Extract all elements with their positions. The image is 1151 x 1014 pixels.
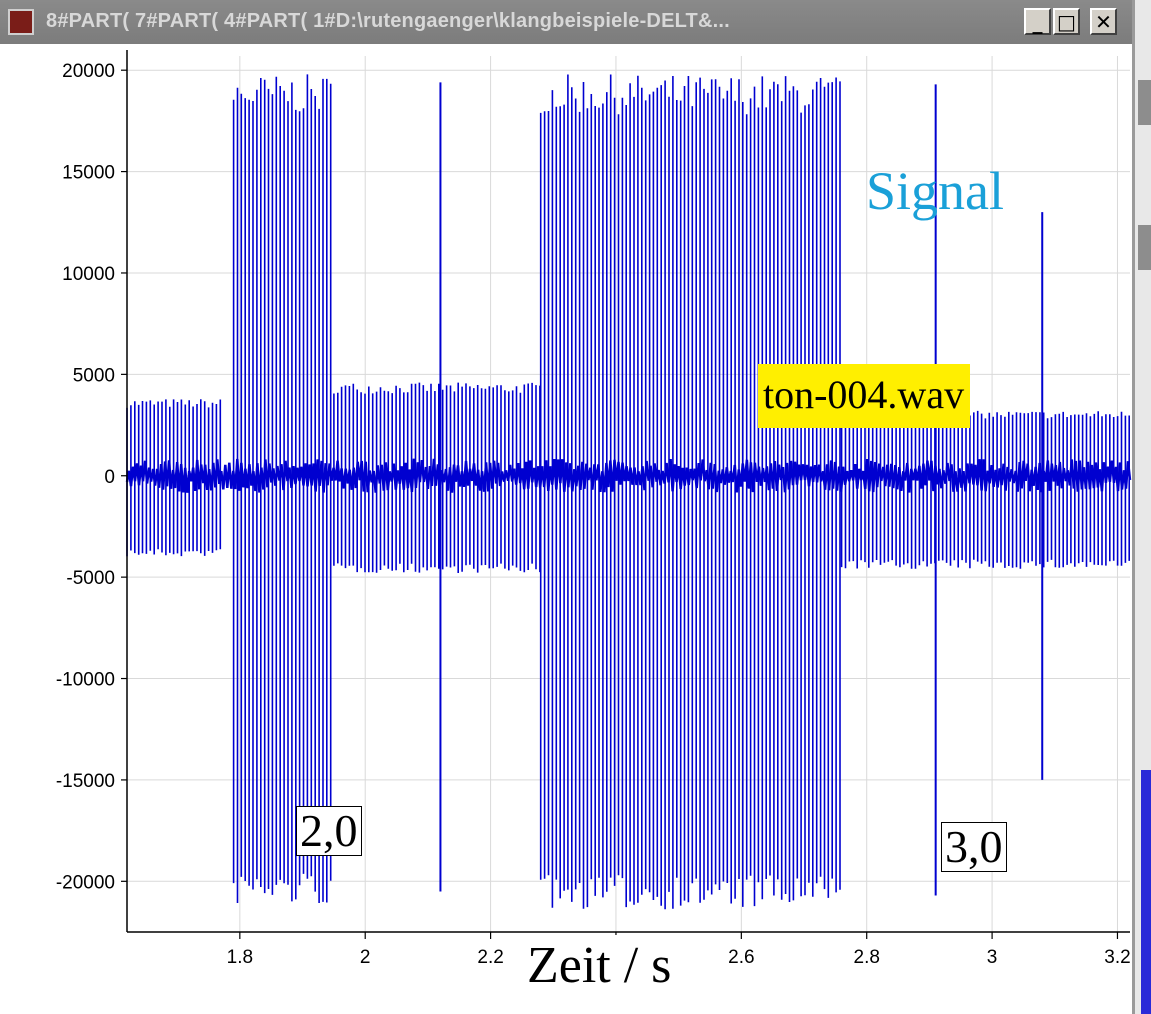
x-tick-label: 2.8 bbox=[854, 947, 880, 968]
title-bar[interactable]: 8#PART( 7#PART( 4#PART( 1#D:\rutengaenge… bbox=[0, 0, 1132, 44]
x-tick-label: 3.2 bbox=[1104, 947, 1130, 968]
x-axis-label: Zeit / s bbox=[523, 935, 676, 997]
y-tick-label: 20000 bbox=[62, 61, 115, 82]
y-tick-label: -10000 bbox=[56, 670, 115, 691]
y-tick-label: -5000 bbox=[66, 568, 115, 589]
y-tick-label: 15000 bbox=[62, 163, 115, 184]
x-tick-label: 2 bbox=[360, 947, 371, 968]
file-name-label: ton-004.wav bbox=[758, 364, 971, 428]
app-icon[interactable] bbox=[8, 9, 34, 35]
x-axis-ticks: 1.822.22.42.62.833.2 bbox=[227, 932, 1131, 968]
signal-series bbox=[125, 74, 1132, 910]
background-window-block bbox=[1138, 80, 1151, 125]
signal-baseline bbox=[125, 458, 1132, 493]
x-tick-label: 1.8 bbox=[227, 947, 253, 968]
close-button[interactable]: ✕ bbox=[1090, 8, 1117, 35]
y-axis-ticks: 20000 15000 10000 5000 0 -5000 -10000 -15000 -20… bbox=[56, 61, 127, 893]
background-window-signal bbox=[1141, 770, 1151, 1014]
time-marker-3: 3,0 bbox=[941, 822, 1007, 872]
maximize-button[interactable]: □ bbox=[1053, 8, 1080, 35]
x-tick-label: 2.6 bbox=[728, 947, 754, 968]
y-tick-label: 10000 bbox=[62, 264, 115, 285]
x-tick-label: 2.2 bbox=[477, 947, 503, 968]
y-tick-label: 5000 bbox=[73, 365, 115, 386]
background-window-block bbox=[1138, 225, 1151, 270]
x-tick-label: 3 bbox=[987, 947, 998, 968]
y-tick-label: -20000 bbox=[56, 872, 115, 893]
waveform-chart: 20000 15000 10000 5000 0 -5000 -10000 -15000 -20… bbox=[56, 50, 1132, 968]
y-tick-label: -15000 bbox=[56, 771, 115, 792]
signal-label: Signal bbox=[866, 161, 1005, 221]
minimize-button[interactable]: _ bbox=[1024, 8, 1051, 35]
chart-axes bbox=[126, 50, 1130, 933]
time-marker-2: 2,0 bbox=[296, 806, 362, 856]
window-title: 8#PART( 7#PART( 4#PART( 1#D:\rutengaenge… bbox=[46, 10, 730, 32]
y-tick-label: 0 bbox=[104, 467, 115, 488]
